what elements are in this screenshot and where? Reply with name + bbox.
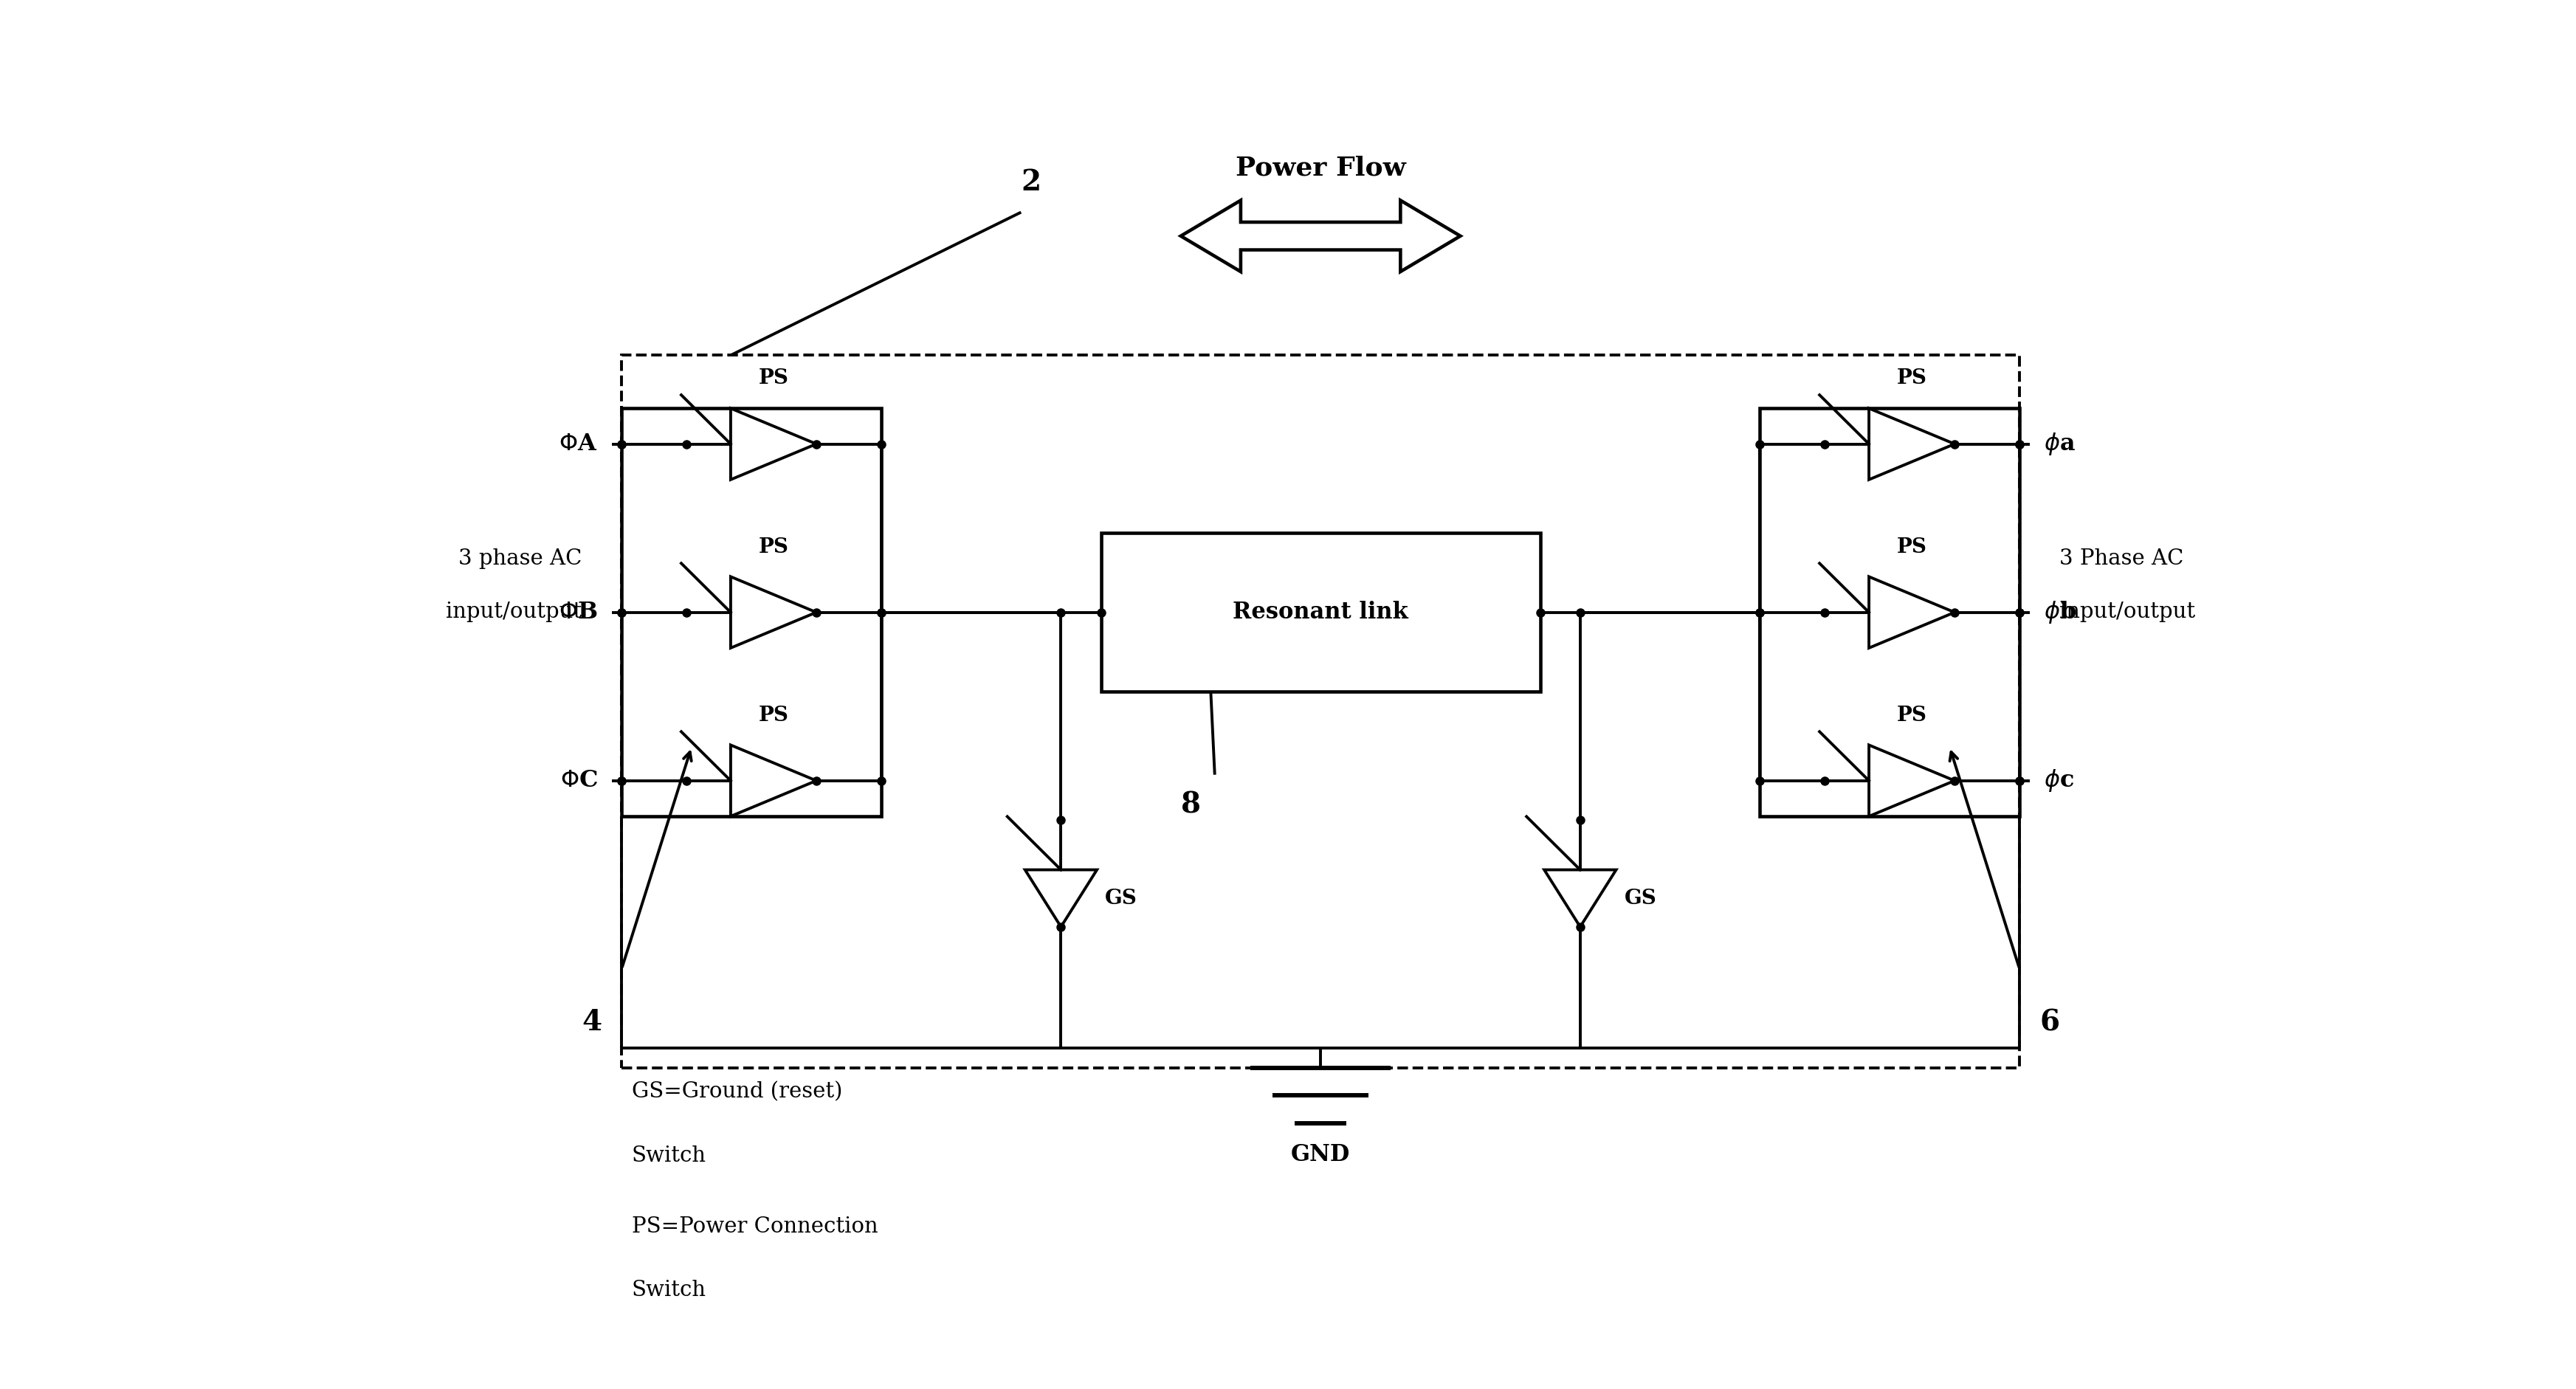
Text: Power Flow: Power Flow: [1234, 156, 1406, 181]
Text: PS: PS: [757, 368, 788, 389]
Text: 8: 8: [1180, 790, 1200, 818]
Text: $\Phi$B: $\Phi$B: [559, 601, 598, 624]
Text: $\phi$a: $\phi$a: [2043, 431, 2074, 457]
Text: Switch: Switch: [631, 1145, 706, 1165]
Bar: [621, 408, 881, 817]
Text: PS=Power Connection: PS=Power Connection: [631, 1217, 878, 1238]
Text: PS: PS: [1896, 538, 1927, 557]
Text: PS: PS: [1896, 706, 1927, 725]
Text: 2: 2: [1020, 168, 1041, 196]
Text: $\phi$c: $\phi$c: [2043, 768, 2074, 793]
Bar: [621, 354, 2020, 1068]
Text: GS=Ground (reset): GS=Ground (reset): [631, 1082, 842, 1103]
Text: 4: 4: [582, 1008, 603, 1036]
Text: 3 Phase AC: 3 Phase AC: [2058, 549, 2182, 568]
Text: 6: 6: [2038, 1008, 2058, 1036]
Bar: [1100, 533, 1540, 692]
Text: input/output: input/output: [446, 601, 582, 622]
Text: GND: GND: [1291, 1143, 1350, 1165]
Text: Resonant link: Resonant link: [1231, 601, 1409, 624]
Text: 3 phase AC: 3 phase AC: [459, 549, 582, 568]
Text: PS: PS: [757, 538, 788, 557]
Text: $\phi$b: $\phi$b: [2043, 600, 2076, 625]
Bar: [1759, 408, 2020, 817]
Text: PS: PS: [1896, 368, 1927, 389]
Text: Switch: Switch: [631, 1279, 706, 1300]
Text: PS: PS: [757, 706, 788, 725]
Text: $\Phi$C: $\Phi$C: [559, 770, 598, 792]
Text: input/output: input/output: [2058, 601, 2195, 622]
Text: GS: GS: [1105, 889, 1136, 908]
Text: GS: GS: [1623, 889, 1656, 908]
Text: $\Phi$A: $\Phi$A: [559, 432, 598, 456]
